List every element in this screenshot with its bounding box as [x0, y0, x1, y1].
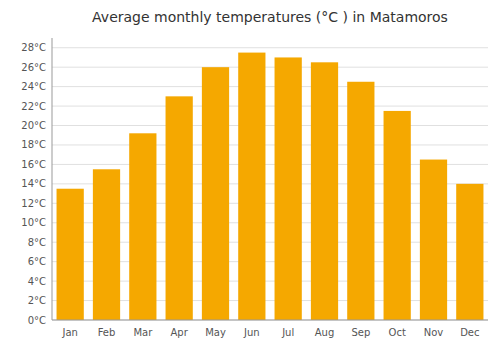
y-tick-label: 22°C — [21, 101, 46, 112]
y-tick-label: 10°C — [21, 217, 46, 228]
grid-line — [52, 86, 488, 87]
x-tick-label: Jul — [281, 327, 294, 338]
bar — [384, 111, 411, 320]
bar — [420, 160, 447, 320]
x-tick-label: Sep — [351, 327, 370, 338]
bar — [93, 169, 120, 320]
x-axis-line — [52, 320, 488, 321]
y-tick-label: 14°C — [21, 178, 46, 189]
bar — [238, 53, 265, 320]
bar — [347, 82, 374, 320]
y-tick-label: 24°C — [21, 81, 46, 92]
x-tick-label: Mar — [133, 327, 153, 338]
grid-line — [52, 320, 488, 321]
bar — [311, 62, 338, 320]
y-tick-label: 8°C — [28, 237, 46, 248]
bar — [456, 184, 483, 320]
bar — [275, 57, 302, 320]
y-tick-label: 6°C — [28, 256, 46, 267]
bars — [57, 53, 484, 320]
y-tick-label: 18°C — [21, 139, 46, 150]
x-tick-label: Aug — [315, 327, 335, 338]
y-tick-label: 12°C — [21, 198, 46, 209]
y-tick-label: 2°C — [28, 295, 46, 306]
y-tick-label: 28°C — [21, 42, 46, 53]
y-tick-label: 26°C — [21, 62, 46, 73]
grid — [52, 48, 488, 320]
grid-line — [52, 125, 488, 126]
x-tick-label: Apr — [171, 327, 189, 338]
x-tick-label: Jan — [61, 327, 77, 338]
bar — [57, 189, 84, 320]
bar — [202, 67, 229, 320]
y-axis-line — [52, 38, 53, 320]
y-tick-label: 16°C — [21, 159, 46, 170]
y-tick-label: 4°C — [28, 276, 46, 287]
x-tick-label: May — [205, 327, 226, 338]
x-tick-label: Nov — [424, 327, 444, 338]
bar — [166, 96, 193, 320]
x-tick-label: Jun — [243, 327, 260, 338]
chart: Average monthly temperatures (°C ) in Ma… — [0, 0, 500, 350]
title: Average monthly temperatures (°C ) in Ma… — [92, 9, 448, 25]
y-tick-label: 20°C — [21, 120, 46, 131]
x-tick-label: Feb — [98, 327, 116, 338]
x-tick-label: Dec — [460, 327, 479, 338]
x-tick-label: Oct — [389, 327, 406, 338]
grid-line — [52, 67, 488, 68]
grid-line — [52, 47, 488, 48]
y-tick-label: 0°C — [28, 315, 46, 326]
grid-line — [52, 144, 488, 145]
grid-line — [52, 106, 488, 107]
bar — [129, 133, 156, 320]
